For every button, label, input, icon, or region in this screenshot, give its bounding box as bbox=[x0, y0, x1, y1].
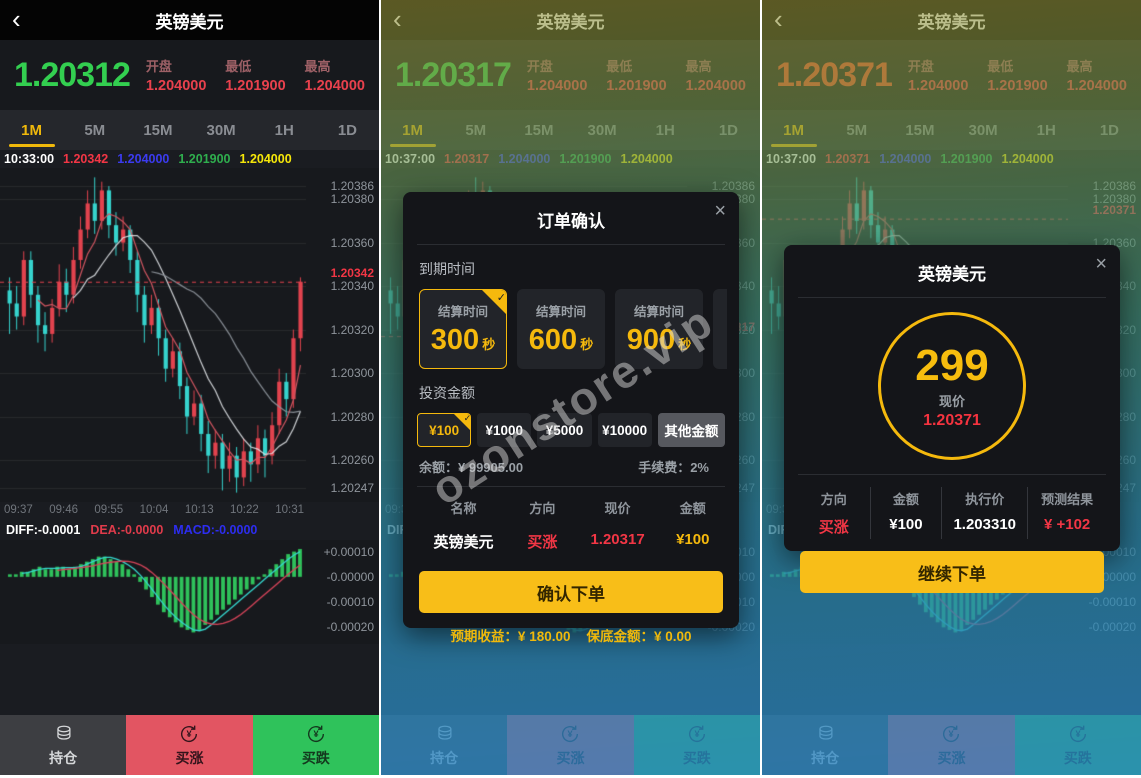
price-axis-label: 1.20360 bbox=[330, 235, 374, 250]
expected-profit-text: 预期收益：¥ 180.00 bbox=[450, 629, 571, 644]
ohlc-readout: 10:33:00 1.20342 1.204000 1.201900 1.204… bbox=[4, 152, 292, 166]
tab-15m[interactable]: 15M bbox=[143, 121, 173, 139]
back-icon[interactable]: ‹ bbox=[12, 4, 21, 34]
current-price-value: 1.20371 bbox=[923, 411, 981, 429]
macd-axis-label: -0.00000 bbox=[326, 569, 374, 584]
current-price: 1.20312 bbox=[14, 55, 131, 94]
expiry-label: 到期时间 bbox=[419, 261, 475, 277]
phone-screen-order-result: ‹ 英镑美元 1.20371 开盘1.204000 最低1.201900 最高1… bbox=[762, 0, 1141, 775]
expiry-option-900[interactable]: 结算时间 900 秒 bbox=[615, 289, 703, 369]
tab-1d[interactable]: 1D bbox=[337, 121, 358, 139]
continue-order-button[interactable]: 继续下单 bbox=[800, 551, 1104, 593]
amount-options: ✓ ¥100 ¥1000 ¥5000 ¥10000 其他金额 bbox=[417, 413, 725, 447]
yen-refresh-icon: ¥ bbox=[181, 725, 198, 742]
price-axis-label: 1.20380 bbox=[330, 192, 374, 207]
time-axis-label: 09:55 bbox=[94, 504, 124, 516]
phone-screen-order-confirm: ‹ 英镑美元 1.20317 开盘1.204000 最低1.201900 最高1… bbox=[381, 0, 760, 775]
price-axis-label: 1.20300 bbox=[330, 366, 374, 381]
col-predicted-result: 预测结果 ¥ +102 bbox=[1027, 487, 1106, 539]
timeframe-tabs: 1M 5M 15M 30M 1H 1D bbox=[0, 110, 379, 150]
price-summary: 1.20312 开盘 1.204000 最低 1.201900 最高 1.204000 bbox=[0, 40, 379, 110]
tab-5m[interactable]: 5M bbox=[84, 121, 106, 139]
amount-1000[interactable]: ¥1000 bbox=[477, 413, 532, 447]
amount-10000[interactable]: ¥10000 bbox=[597, 413, 652, 447]
selected-check-icon: ✓ bbox=[481, 290, 506, 315]
expiry-option-600[interactable]: 结算时间 600 秒 bbox=[517, 289, 605, 369]
countdown-circle: 299 现价 1.20371 bbox=[878, 312, 1026, 460]
price-axis-label: 1.20260 bbox=[330, 453, 374, 468]
svg-text:¥: ¥ bbox=[187, 729, 193, 739]
price-axis-label: 1.20280 bbox=[330, 409, 374, 424]
amount-100[interactable]: ✓ ¥100 bbox=[417, 413, 472, 447]
close-icon[interactable]: × bbox=[1095, 253, 1107, 275]
bottom-nav: 持仓 ¥ 买涨 ¥ 买跌 bbox=[0, 715, 379, 775]
header-bar: ‹ 英镑美元 bbox=[0, 0, 379, 40]
price-axis-label: 1.20320 bbox=[330, 322, 374, 337]
amount-label: 投资金额 bbox=[419, 385, 475, 401]
amount-5000[interactable]: ¥5000 bbox=[537, 413, 592, 447]
selected-check-icon: ✓ bbox=[453, 414, 471, 431]
fee-text: 手续费：2% bbox=[638, 460, 709, 475]
guarantee-text: 保底金额：¥ 0.00 bbox=[586, 629, 692, 644]
tab-1h[interactable]: 1H bbox=[274, 121, 294, 139]
confirm-order-button[interactable]: 确认下单 bbox=[419, 571, 723, 613]
order-confirm-modal: × 订单确认 到期时间 ✓ 结算时间 300 秒 结算时间 600 秒 结算时间 9… bbox=[403, 192, 739, 644]
macd-axis-label: +0.00010 bbox=[323, 544, 374, 559]
phone-screen-chart: ‹ 英镑美元 1.20312 开盘 1.204000 最低 1.201900 最高 1… bbox=[0, 0, 379, 775]
order-summary-row: 英镑美元 买涨 1.20317 ¥100 bbox=[433, 531, 710, 551]
time-axis-label: 09:37 bbox=[4, 504, 33, 516]
time-axis-label: 09:46 bbox=[49, 504, 78, 516]
col-strike-price: 执行价 1.203310 bbox=[941, 487, 1027, 539]
nav-buy-down-button[interactable]: ¥ 买跌 bbox=[252, 715, 379, 775]
expiry-options: ✓ 结算时间 300 秒 结算时间 600 秒 结算时间 900 秒 bbox=[419, 289, 739, 369]
macd-axis-label: -0.00020 bbox=[326, 620, 374, 635]
time-axis-label: 10:22 bbox=[230, 504, 259, 516]
macd-axis-label: -0.00010 bbox=[326, 595, 374, 610]
last-price-label: 1.20342 bbox=[330, 265, 374, 280]
nav-buy-up-button[interactable]: ¥ 买涨 bbox=[126, 715, 253, 775]
yen-refresh-icon: ¥ bbox=[307, 725, 324, 742]
coins-icon bbox=[57, 725, 71, 740]
order-summary-table: 名称 方向 现价 金额 英镑美元 买涨 1.20317 ¥100 bbox=[417, 491, 725, 559]
tab-30m[interactable]: 30M bbox=[206, 121, 236, 139]
modal-title: 订单确认 bbox=[537, 212, 605, 231]
close-icon[interactable]: × bbox=[714, 200, 726, 222]
amount-other-button[interactable]: 其他金额 bbox=[657, 413, 725, 447]
macd-chart: +0.00010 -0.00000 -0.00010 -0.00020 bbox=[0, 540, 379, 644]
price-axis-label: 1.20340 bbox=[330, 279, 374, 294]
svg-text:¥: ¥ bbox=[313, 729, 319, 739]
order-detail-columns: 方向 买涨 金额 ¥100 执行价 1.203310 预测结果 ¥ +102 bbox=[798, 487, 1106, 539]
time-axis-label: 10:31 bbox=[275, 504, 304, 516]
price-axis-label: 1.20386 bbox=[330, 179, 374, 194]
col-direction: 方向 买涨 bbox=[818, 492, 849, 536]
time-axis: 09:37 09:46 09:55 10:04 10:13 10:22 10:31 bbox=[0, 502, 308, 520]
tab-1m[interactable]: 1M bbox=[0, 110, 63, 150]
time-axis-label: 10:04 bbox=[139, 504, 169, 516]
price-axis-label: 1.20247 bbox=[330, 481, 374, 496]
current-price-label: 现价 bbox=[938, 393, 965, 409]
modal-title: 英镑美元 bbox=[918, 265, 986, 284]
col-amount: 金额 ¥100 bbox=[869, 487, 942, 539]
countdown-seconds: 299 bbox=[915, 340, 989, 390]
page-title: 英镑美元 bbox=[155, 12, 224, 32]
balance-text: 余额：¥ 99905.00 bbox=[419, 460, 524, 475]
time-axis-label: 10:13 bbox=[184, 504, 214, 516]
expiry-option-more[interactable] bbox=[713, 289, 727, 369]
macd-readout: DIFF:-0.0001 DEA:-0.0000 MACD:-0.0000 bbox=[6, 523, 258, 537]
nav-positions-button[interactable]: 持仓 bbox=[0, 715, 127, 775]
expiry-option-300[interactable]: ✓ 结算时间 300 秒 bbox=[419, 289, 507, 369]
order-result-modal: × 英镑美元 299 现价 1.20371 方向 买涨 金额 ¥100 执行价 bbox=[784, 245, 1120, 593]
